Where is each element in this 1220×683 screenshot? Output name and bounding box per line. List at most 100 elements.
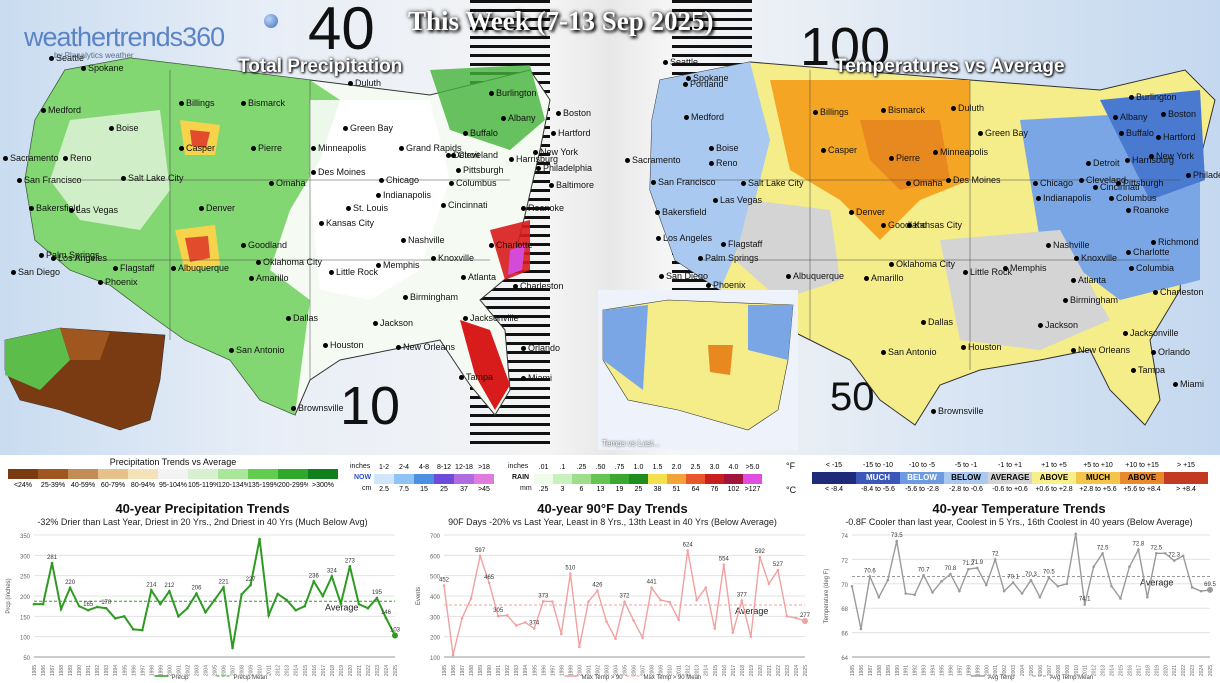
data-label: 195 [372, 590, 383, 596]
rain-inches-value: .50 [595, 464, 606, 471]
data-point [1128, 565, 1131, 569]
temp-c-range: +5.6 to +8.4 [1123, 486, 1161, 493]
precip-city-label: Palm Springs [39, 250, 100, 260]
temp-city-label: Columbia [1128, 263, 1175, 273]
x-tick-label: 1995 [122, 665, 128, 676]
data-point [904, 592, 907, 595]
data-point [1029, 578, 1033, 582]
data-point [86, 608, 90, 612]
temp-city-label: Tampa [1130, 365, 1166, 375]
data-point [749, 635, 753, 638]
temp-f-range: < -15 [825, 462, 843, 469]
data-point [532, 627, 536, 630]
data-point [1190, 586, 1194, 589]
precip-city-label: Sacramento [3, 153, 59, 163]
data-point [650, 586, 653, 589]
x-tick-label: 2020 [758, 665, 764, 676]
temp-city-label: Brownsville [931, 406, 984, 416]
data-label: 305 [493, 608, 504, 614]
data-point [993, 558, 997, 561]
temp-city-label: Oklahoma City [888, 259, 956, 269]
temp-city-label: Philadelphia [1185, 170, 1220, 180]
precip-city-label: Pittsburgh [456, 165, 504, 175]
latest-point [1207, 586, 1213, 593]
data-point [776, 568, 780, 572]
precip-city-label: Kansas City [318, 218, 375, 228]
temp-chart-title: 40-year Temperature Trends [932, 501, 1106, 516]
x-tick-label: 1996 [948, 665, 954, 676]
data-label: 227 [246, 577, 257, 583]
data-point [1011, 581, 1015, 584]
precip-city-label: Knoxville [430, 253, 475, 263]
precip-city-label: Burlington [489, 88, 537, 98]
data-point [922, 573, 925, 577]
x-tick-label: 2012 [1092, 665, 1098, 676]
data-label: 527 [773, 562, 784, 568]
temp-city-label: San Antonio [881, 347, 937, 357]
rain-swatch [629, 474, 648, 484]
temp-band: MUCH [1076, 472, 1120, 484]
temp-city-label: Nashville [1046, 240, 1090, 250]
temp-inset-caption: Temps vs Last... [602, 439, 660, 448]
precip-city-label: Brownsville [291, 403, 344, 413]
x-tick-label: 2002 [1002, 665, 1008, 676]
precip-legend-label: 200-299% [278, 482, 308, 489]
x-tick-label: 2025 [1208, 665, 1214, 676]
rain-inches-value: 3.0 [709, 464, 720, 471]
data-label: 103 [390, 627, 401, 633]
x-tick-label: 2008 [650, 665, 656, 676]
data-point [312, 580, 316, 583]
rain-inches-row: .01 .1 .25 .50 .75 1.0 1.5 2.0 2.5 3.0 4.0 >5.0 [534, 463, 762, 473]
x-tick-label: 2019 [749, 665, 755, 676]
data-label: 70.8 [945, 566, 957, 572]
data-point [1163, 552, 1167, 555]
data-point [1065, 582, 1069, 586]
data-point [487, 581, 491, 585]
data-point [560, 632, 563, 636]
y-tick-label: 150 [20, 615, 31, 621]
rain-mm-value: 102 [727, 486, 740, 493]
x-tick-label: 1998 [559, 665, 565, 676]
x-tick-label: 1985 [442, 665, 448, 676]
temp-inset-graphic [602, 299, 794, 431]
temp-city-label: Chicago [1032, 178, 1074, 188]
x-tick-label: 2009 [249, 665, 255, 676]
data-point [731, 631, 735, 634]
x-tick-label: 2019 [339, 665, 345, 676]
snow-swatch [394, 474, 414, 484]
rain-mm-value: 3 [560, 486, 565, 493]
x-tick-label: 2021 [767, 665, 773, 676]
data-point [1101, 552, 1104, 555]
x-tick-label: 2013 [285, 665, 291, 676]
y-tick-label: 100 [20, 636, 31, 642]
hot-days-chart-title: 40-year 90°F Day Trends [537, 501, 688, 516]
rain-inches-value: 1.0 [633, 464, 644, 471]
legend-label: Precip Mean [234, 675, 268, 681]
data-point [384, 616, 388, 620]
x-tick-label: 2007 [641, 665, 647, 676]
data-label: 441 [647, 580, 658, 586]
data-point [159, 602, 162, 606]
data-point [478, 554, 482, 558]
x-tick-label: 2005 [1029, 665, 1035, 676]
temp-city-label: Boise [709, 143, 739, 153]
x-tick-label: 1986 [451, 665, 457, 676]
x-tick-label: 1989 [886, 665, 892, 676]
temp-f-range: -15 to -10 [863, 462, 893, 469]
data-point [740, 599, 744, 602]
snow-inches-value: 4-8 [418, 464, 430, 471]
temp-band [812, 472, 856, 484]
precip-city-label: Jackson [372, 318, 414, 328]
x-tick-label: 1992 [95, 665, 101, 676]
temp-city-label: Cincinnati [1093, 182, 1140, 192]
precip-legend-swatch [308, 469, 338, 479]
globe-icon [264, 14, 278, 28]
data-point [767, 582, 771, 586]
rain-mm-value: 76 [710, 486, 719, 493]
data-point [131, 628, 135, 631]
data-label: 221 [219, 579, 230, 585]
x-tick-label: 1994 [523, 665, 529, 676]
x-tick-label: 2005 [623, 665, 629, 676]
y-axis-label: Events [416, 587, 422, 605]
data-point [886, 578, 890, 582]
